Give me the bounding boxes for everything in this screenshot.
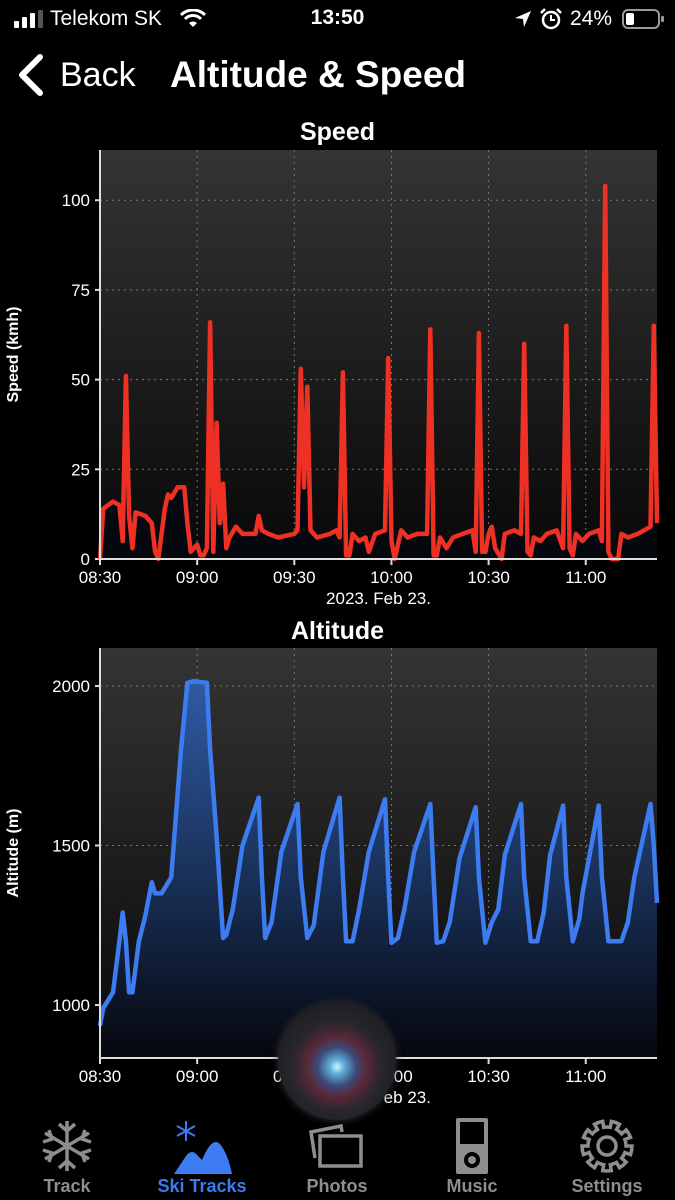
x-tick-label: 11:00 — [565, 568, 606, 587]
tab-settings[interactable]: Settings — [540, 1110, 674, 1200]
y-tick-label: 2000 — [52, 677, 90, 696]
x-axis-label: 2023. Feb 23. — [326, 589, 431, 608]
tab-ski-tracks[interactable]: Ski Tracks — [135, 1110, 269, 1200]
area-fill — [100, 681, 657, 1058]
x-tick-label: 08:30 — [79, 1067, 122, 1086]
series-line — [97, 678, 660, 1027]
clock: 13:50 — [310, 6, 365, 29]
tab-track[interactable]: Track — [0, 1110, 134, 1200]
y-tick-label: 100 — [62, 191, 90, 210]
snowflake-icon — [42, 1121, 92, 1171]
tab-music[interactable]: Music — [405, 1110, 539, 1200]
altitude-chart-title: Altitude — [290, 617, 385, 645]
x-tick-label: 10:30 — [467, 1067, 510, 1086]
photos-icon — [309, 1123, 363, 1168]
y-tick-label: 50 — [71, 371, 90, 390]
status-bar: Telekom SK 13:50 24% — [0, 0, 675, 38]
y-tick-label: 1500 — [52, 837, 90, 856]
page-title: Altitude & Speed — [170, 54, 467, 95]
x-tick-label: 11:00 — [565, 1067, 606, 1086]
x-tick-label: 10:00 — [370, 568, 413, 587]
x-tick-label: 09:00 — [176, 1067, 219, 1086]
ski-mountain-icon — [174, 1121, 232, 1174]
y-tick-label: 75 — [71, 281, 90, 300]
battery-percent: 24% — [570, 7, 613, 30]
wifi-icon — [180, 9, 206, 27]
speed-chart-title: Speed — [299, 118, 376, 146]
music-player-icon — [456, 1118, 488, 1174]
tab-label: Settings — [571, 1176, 643, 1196]
x-tick-label: 10:30 — [467, 568, 510, 587]
gear-icon — [580, 1119, 634, 1173]
x-tick-label: 09:30 — [273, 568, 316, 587]
tab-label: Music — [446, 1176, 498, 1196]
altitude-chart: 10001500200008:3009:0009:3010:0010:3011:… — [5, 648, 660, 1107]
tab-label: Track — [43, 1176, 91, 1196]
tab-bar: Track Ski Tracks Photos Music Settings — [0, 1110, 675, 1200]
y-tick-label: 0 — [81, 550, 90, 569]
tab-label: Ski Tracks — [157, 1176, 247, 1196]
chevron-left-icon — [19, 54, 43, 96]
back-button[interactable]: Back — [14, 52, 136, 98]
y-axis-label: Altitude (m) — [5, 809, 22, 898]
alarm-icon — [540, 8, 562, 30]
tab-label: Photos — [306, 1176, 368, 1196]
y-tick-label: 25 — [71, 460, 90, 479]
carrier-name: Telekom SK — [50, 7, 163, 30]
signal-icon — [14, 10, 43, 28]
speed-chart: 0 25 50 75 100 08:30 09:00 09:30 10:00 10:30 11:00… — [5, 150, 660, 608]
back-label: Back — [60, 55, 136, 94]
siri-orb[interactable] — [278, 1002, 396, 1120]
charts: 0 25 50 75 100 08:30 09:00 09:30 10:00 10:30 11:00… — [5, 150, 660, 1107]
battery-icon — [622, 9, 664, 29]
tab-photos[interactable]: Photos — [270, 1110, 404, 1200]
x-tick-label: 09:00 — [176, 568, 219, 587]
y-axis-label: Speed (kmh) — [5, 306, 22, 402]
location-icon — [515, 11, 531, 27]
series-line — [97, 183, 660, 562]
y-tick-label: 1000 — [52, 996, 90, 1015]
x-tick-label: 08:30 — [79, 568, 122, 587]
